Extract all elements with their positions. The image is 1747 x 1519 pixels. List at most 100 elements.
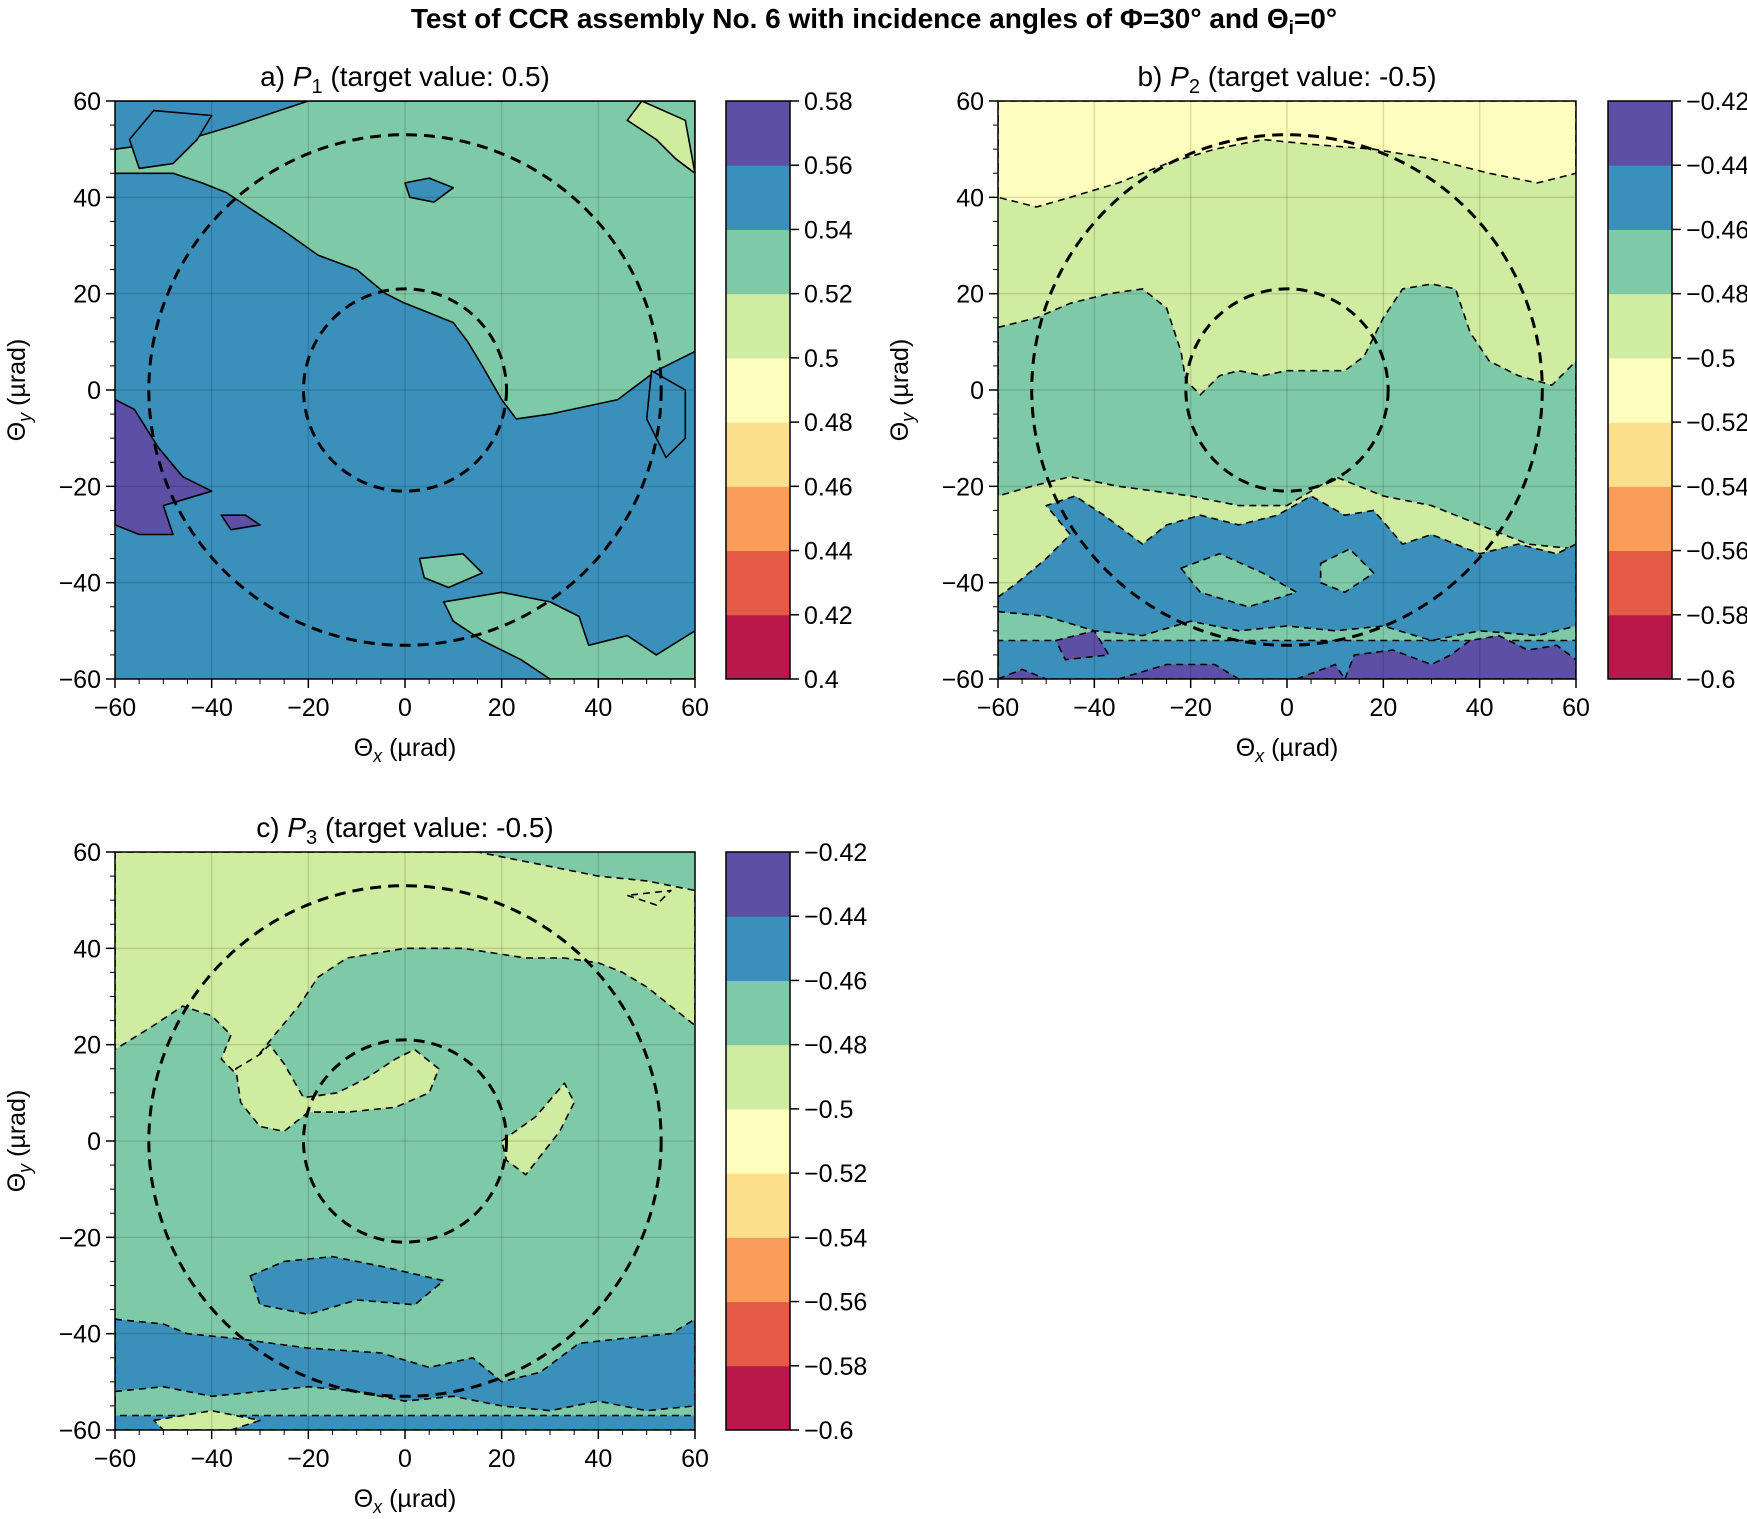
x-tick-label: 40 — [1466, 694, 1494, 722]
contour-region — [1055, 629, 1110, 661]
colorbar: 0.4 0.42 0.44 0.46 0.48 0.5 0.52 0.54 0.56 0.58 — [725, 88, 853, 694]
colorbar-tick-label: −0.54 — [804, 1224, 867, 1252]
colorbar-tick-label: −0.56 — [1686, 538, 1747, 566]
colorbar-segment — [1608, 101, 1672, 166]
figure-title: Test of CCR assembly No. 6 with incidenc… — [411, 3, 1337, 39]
y-tick-label: 60 — [73, 839, 101, 867]
panel-3: −60 −40 −20 0 20 40 60 −60 −40 −20 0 20 40 60 Θx (µrad… — [3, 812, 867, 1517]
reference-circle — [147, 884, 663, 1398]
colorbar-tick-label: −0.52 — [804, 1160, 867, 1188]
x-tick-label: 0 — [1280, 694, 1294, 722]
colorbar-segment — [726, 293, 790, 359]
y-tick-label: 20 — [956, 281, 984, 309]
x-axis-label: Θx (µrad) — [354, 1485, 457, 1517]
contour-region — [1180, 552, 1298, 608]
panel-title: a) P1 (target value: 0.5) — [260, 61, 550, 98]
colorbar-segment — [726, 1044, 790, 1110]
colorbar-tick-label: −0.46 — [804, 967, 867, 995]
x-tick-label: −20 — [287, 1445, 329, 1473]
y-tick-label: 0 — [87, 1128, 101, 1156]
contour-region — [152, 1409, 261, 1430]
contour-region — [404, 177, 455, 203]
x-tick-label: −60 — [94, 694, 136, 722]
x-tick-label: −20 — [1169, 694, 1211, 722]
colorbar-segment — [726, 101, 790, 166]
colorbar-segment — [726, 614, 790, 680]
plot-area — [998, 101, 1576, 679]
x-tick-label: 20 — [488, 1445, 516, 1473]
colorbar-segment — [1608, 550, 1672, 616]
colorbar-segment — [726, 980, 790, 1046]
y-tick-label: −20 — [59, 473, 101, 501]
reference-circle — [1184, 287, 1390, 493]
y-tick-label: −40 — [59, 1321, 101, 1349]
y-axis-label: Θy (µrad) — [3, 339, 35, 442]
contour-region — [115, 398, 213, 536]
colorbar-segment — [726, 916, 790, 981]
plot-area — [115, 101, 695, 679]
colorbar-tick-label: −0.5 — [1686, 345, 1735, 373]
y-tick-label: −20 — [59, 1224, 101, 1252]
x-tick-label: 0 — [398, 1445, 412, 1473]
x-axis-label: Θx (µrad) — [1236, 734, 1339, 766]
contour-region — [235, 1043, 440, 1133]
x-tick-label: −20 — [287, 694, 329, 722]
colorbar-tick-label: −0.56 — [804, 1289, 867, 1317]
reference-circle — [302, 287, 508, 493]
x-tick-label: −40 — [190, 1445, 232, 1473]
contour-region — [998, 668, 1047, 679]
contour-region — [249, 1255, 445, 1316]
contour-region — [442, 591, 695, 679]
y-tick-label: 0 — [970, 377, 984, 405]
colorbar-tick-label: −0.58 — [804, 1353, 867, 1381]
x-tick-label: 40 — [584, 694, 612, 722]
contour-region — [1319, 548, 1375, 594]
y-tick-label: 60 — [956, 88, 984, 116]
reference-circle — [1030, 133, 1544, 647]
colorbar-segment — [1608, 614, 1672, 680]
colorbar-tick-label: 0.42 — [804, 602, 853, 630]
colorbar-segment — [726, 1301, 790, 1367]
x-tick-label: 60 — [1562, 694, 1590, 722]
y-axis-label: Θy (µrad) — [3, 1090, 35, 1193]
colorbar-segment — [726, 1237, 790, 1303]
y-tick-label: −60 — [942, 666, 984, 694]
colorbar-segment — [726, 357, 790, 423]
colorbar-tick-label: 0.52 — [804, 281, 853, 309]
colorbar-segment — [726, 1173, 790, 1238]
y-tick-label: 20 — [73, 1032, 101, 1060]
x-tick-label: 20 — [488, 694, 516, 722]
x-tick-label: 0 — [398, 694, 412, 722]
colorbar-segment — [1608, 422, 1672, 487]
colorbar-tick-label: −0.44 — [1686, 152, 1747, 180]
colorbar-segment — [726, 852, 790, 917]
colorbar-tick-label: 0.48 — [804, 409, 853, 437]
colorbar-tick-label: −0.6 — [1686, 666, 1735, 694]
x-axis-label: Θx (µrad) — [354, 734, 457, 766]
x-tick-label: 20 — [1369, 694, 1397, 722]
colorbar-segment — [726, 1365, 790, 1431]
colorbar-segment — [1608, 293, 1672, 359]
x-tick-label: −40 — [1073, 694, 1115, 722]
colorbar-tick-label: −0.48 — [1686, 281, 1747, 309]
y-tick-label: 0 — [87, 377, 101, 405]
x-tick-label: −60 — [977, 694, 1019, 722]
contour-region — [115, 852, 695, 1080]
colorbar-tick-label: −0.46 — [1686, 216, 1747, 244]
colorbar-tick-label: −0.58 — [1686, 602, 1747, 630]
contour-region — [626, 889, 672, 906]
colorbar-tick-label: −0.42 — [1686, 88, 1747, 116]
colorbar: −0.6 −0.58 −0.56 −0.54 −0.52 −0.5 −0.48 −0.46 −0… — [725, 839, 867, 1445]
contour-region — [418, 552, 484, 589]
y-tick-label: −60 — [59, 1417, 101, 1445]
x-tick-label: 40 — [584, 1445, 612, 1473]
y-tick-label: −60 — [59, 666, 101, 694]
contour-region — [115, 1385, 695, 1417]
colorbar-tick-label: −0.54 — [1686, 473, 1747, 501]
y-tick-label: 40 — [73, 935, 101, 963]
x-tick-label: −60 — [94, 1445, 136, 1473]
colorbar-tick-label: 0.58 — [804, 88, 853, 116]
contour-region — [220, 514, 261, 531]
panel-1: −60 −40 −20 0 20 40 60 −60 −40 −20 0 20 40 60 Θx (µrad… — [3, 61, 853, 766]
